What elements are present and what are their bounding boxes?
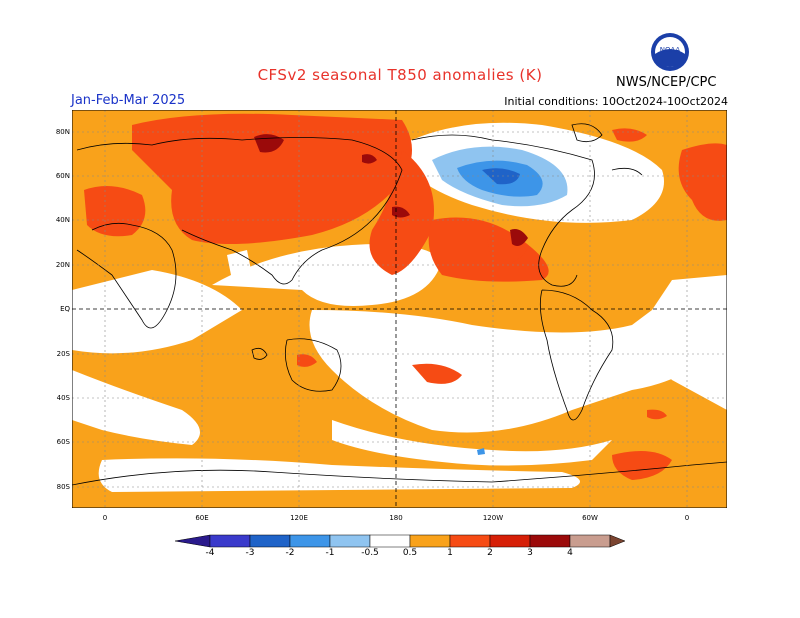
- lon-label-0-east: 0: [684, 514, 690, 522]
- lat-label-40s: 40S: [56, 394, 70, 402]
- gridlines: [72, 110, 727, 508]
- colorbar-label: 1: [447, 548, 453, 558]
- lat-label-80n: 80N: [55, 128, 70, 136]
- lon-label-60e: 60E: [195, 514, 209, 522]
- colorbar-segment: [209, 534, 251, 548]
- colorbar-label: -1: [325, 548, 335, 558]
- initial-conditions: Initial conditions: 10Oct2024-10Oct2024: [504, 95, 728, 108]
- lat-label-20n: 20N: [55, 261, 70, 269]
- map-title: CFSv2 seasonal T850 anomalies (K): [257, 66, 543, 84]
- near-zero-regions: [72, 122, 727, 492]
- negative-anomaly: [432, 146, 568, 455]
- lat-label-60n: 60N: [55, 172, 70, 180]
- colorbar-label: 2: [487, 548, 493, 558]
- lon-label-120e: 120E: [290, 514, 308, 522]
- colorbar-segment: [329, 534, 371, 548]
- svg-text:NOAA: NOAA: [660, 46, 681, 54]
- colorbar-segment: [409, 534, 451, 548]
- colorbar-label: -4: [205, 548, 215, 558]
- colorbar-label: -2: [285, 548, 295, 558]
- colorbar-label: -0.5: [361, 548, 379, 558]
- coastlines: [72, 123, 727, 486]
- colorbar-label: -3: [245, 548, 255, 558]
- lon-label-60w: 60W: [582, 514, 598, 522]
- reference-lines: [72, 110, 727, 508]
- colorbar-segment: [529, 534, 571, 548]
- colorbar-segment: [369, 534, 411, 548]
- colorbar-low-arrow: [174, 534, 211, 548]
- colorbar-high-arrow: [609, 534, 626, 548]
- lat-label-eq: EQ: [60, 305, 70, 313]
- lat-label-40n: 40N: [55, 216, 70, 224]
- colorbar-segment: [249, 534, 291, 548]
- colorbar-segment: [489, 534, 531, 548]
- colorbar-label: 3: [527, 548, 533, 558]
- colorbar-segment: [289, 534, 331, 548]
- anomaly-map: [72, 110, 727, 508]
- forecast-period: Jan-Feb-Mar 2025: [71, 93, 186, 108]
- lon-label-180: 180: [389, 514, 403, 522]
- colorbar-segment: [569, 534, 611, 548]
- colorbar: [174, 534, 626, 548]
- agency-label: NWS/NCEP/CPC: [616, 75, 717, 90]
- noaa-logo-icon: NOAA: [651, 33, 689, 71]
- lon-label-0: 0: [102, 514, 108, 522]
- colorbar-label: 4: [567, 548, 573, 558]
- colorbar-label: 0.5: [402, 548, 418, 558]
- lat-label-60s: 60S: [56, 438, 70, 446]
- lat-label-20s: 20S: [56, 350, 70, 358]
- lat-label-80s: 80S: [56, 483, 70, 491]
- colorbar-segment: [449, 534, 491, 548]
- lon-label-120w: 120W: [482, 514, 504, 522]
